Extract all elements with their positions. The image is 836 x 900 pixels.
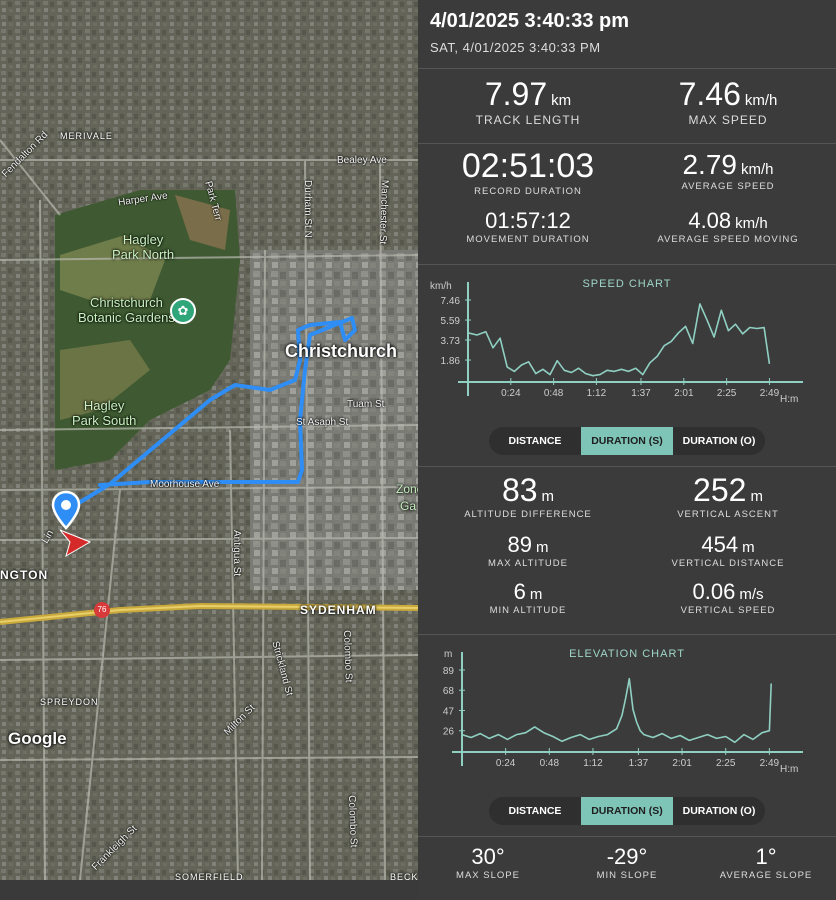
suburb-label-somerfield: SOMERFIELD: [175, 872, 244, 880]
divider: [418, 466, 836, 467]
elevation-chart-title: ELEVATION CHART: [569, 648, 685, 660]
road-label-antigua: Antigua St: [231, 530, 242, 577]
x-tick-label: 1:37: [629, 758, 649, 769]
series-line: [467, 303, 771, 377]
park-label-botanic: Christchurch Botanic Gardens: [78, 295, 175, 325]
x-tick-label: 2:49: [760, 758, 780, 769]
x-tick-label: 0:24: [501, 388, 521, 399]
track-details-panel: 4/01/2025 3:40:33 pm SAT, 4/01/2025 3:40…: [418, 0, 836, 900]
series-line: [461, 677, 772, 744]
divider: [418, 143, 836, 144]
suburb-label-sydenham: SYDENHAM: [300, 603, 377, 617]
y-tick-label: 68: [443, 686, 455, 697]
road-label-manchester: Manchester St: [376, 179, 390, 245]
y-tick-label: 3.73: [441, 336, 461, 347]
divider: [418, 634, 836, 635]
road-label-durham: Durham St N: [302, 180, 313, 238]
divider: [418, 68, 836, 69]
toggle-duration-s[interactable]: DURATION (S): [581, 797, 673, 825]
elevation-x-unit: H:m: [780, 764, 798, 775]
x-tick-label: 1:12: [583, 758, 603, 769]
speed-y-unit: km/h: [430, 281, 452, 292]
toggle-duration-o[interactable]: DURATION (O): [682, 805, 756, 817]
x-tick-label: 2:49: [760, 388, 780, 399]
x-tick-label: 0:48: [540, 758, 560, 769]
start-marker-icon[interactable]: [50, 490, 82, 530]
toggle-duration-s[interactable]: DURATION (S): [581, 427, 673, 455]
x-tick-label: 1:37: [631, 388, 651, 399]
road-label-st-asaph: St Asaph St: [296, 417, 349, 428]
suburb-label-spreydon: SPREYDON: [40, 697, 99, 707]
road-label-colombo: Colombo St: [341, 630, 354, 683]
stat-vertical-distance: 454 m VERTICAL DISTANCE: [671, 532, 785, 569]
stat-max-speed: 7.46 km/h MAX SPEED: [678, 76, 778, 127]
x-axis-mode-toggle-2[interactable]: DISTANCE DURATION (S) DURATION (O): [489, 797, 765, 825]
x-tick-label: 2:01: [672, 758, 692, 769]
stat-avg-slope: 1° AVERAGE SLOPE: [719, 844, 813, 881]
y-tick-label: 89: [443, 666, 455, 677]
suburb-label-addington: NGTON: [0, 568, 49, 582]
speed-chart-title: SPEED CHART: [582, 278, 672, 290]
x-tick-label: 2:01: [674, 388, 694, 399]
toggle-distance[interactable]: DISTANCE: [508, 805, 562, 817]
divider: [418, 836, 836, 837]
x-tick-label: 0:48: [544, 388, 564, 399]
stat-track-length: 7.97 km TRACK LENGTH: [475, 76, 581, 127]
zone-label: Zone: [396, 482, 418, 496]
map-view[interactable]: MERIVALE Hagley Park North Christchurch …: [0, 0, 418, 880]
track-title: 4/01/2025 3:40:33 pm: [430, 10, 630, 32]
stat-vertical-ascent: 252 m VERTICAL ASCENT: [677, 472, 779, 520]
road-label-moorhouse: Moorhouse Ave: [150, 479, 220, 490]
stat-record-duration: 02:51:03 RECORD DURATION: [461, 147, 595, 197]
road-label-tuam: Tuam St: [347, 399, 385, 410]
road-label-colombo-south: Colombo St: [346, 795, 359, 848]
x-tick-label: 1:12: [587, 388, 607, 399]
y-tick-label: 7.46: [441, 296, 461, 307]
track-subtitle: SAT, 4/01/2025 3:40:33 PM: [430, 40, 601, 55]
gps-track: [70, 316, 357, 509]
google-logo: Google: [8, 729, 67, 748]
city-label-christchurch: Christchurch: [285, 341, 398, 361]
elevation-chart[interactable]: m H:m 89 68 47 26 0:24 0:48 1:12 1:37 2:01 2:25 2:…: [418, 642, 836, 782]
stat-min-slope: -29° MIN SLOPE: [596, 844, 658, 881]
toggle-duration-o[interactable]: DURATION (O): [682, 435, 756, 447]
speed-x-unit: H:m: [780, 394, 798, 405]
suburb-label-merivale: MERIVALE: [60, 131, 113, 141]
y-tick-label: 5.59: [441, 316, 461, 327]
elevation-y-unit: m: [444, 649, 452, 660]
park-label-hagley-north: Hagley Park North: [112, 232, 175, 262]
stat-avg-speed-moving: 4.08 km/h AVERAGE SPEED MOVING: [657, 208, 799, 245]
park-label-hagley-south: Hagley Park South: [72, 398, 137, 428]
divider: [418, 264, 836, 265]
garden-poi-icon[interactable]: ✿: [170, 298, 196, 324]
stat-vertical-speed: 0.06 m/s VERTICAL SPEED: [680, 579, 776, 616]
stat-max-slope: 30° MAX SLOPE: [456, 844, 520, 881]
suburb-label-beckenham: BECK: [390, 872, 418, 880]
road-label-bealey: Bealey Ave: [337, 155, 387, 166]
x-axis-mode-toggle[interactable]: DISTANCE DURATION (S) DURATION (O): [489, 427, 765, 455]
stat-average-speed: 2.79 km/h AVERAGE SPEED: [681, 149, 775, 192]
x-tick-label: 2:25: [717, 388, 737, 399]
map-canvas[interactable]: [0, 0, 418, 880]
speed-chart[interactable]: km/h H:m 7.46 5.59 3.73 1.86 0:24 0:48 1:12 1:3…: [418, 272, 836, 412]
stat-max-altitude: 89 m MAX ALTITUDE: [488, 532, 568, 569]
x-tick-label: 2:25: [716, 758, 736, 769]
y-tick-label: 1.86: [441, 356, 461, 367]
toggle-distance[interactable]: DISTANCE: [508, 435, 562, 447]
stat-movement-duration: 01:57:12 MOVEMENT DURATION: [466, 208, 590, 245]
stat-altitude-difference: 83 m ALTITUDE DIFFERENCE: [464, 472, 592, 520]
y-tick-label: 26: [443, 727, 455, 738]
y-tick-label: 47: [443, 706, 455, 717]
zone-label-2: Ga: [400, 499, 417, 513]
x-tick-label: 0:24: [496, 758, 516, 769]
highway-shield: 76: [94, 602, 110, 618]
